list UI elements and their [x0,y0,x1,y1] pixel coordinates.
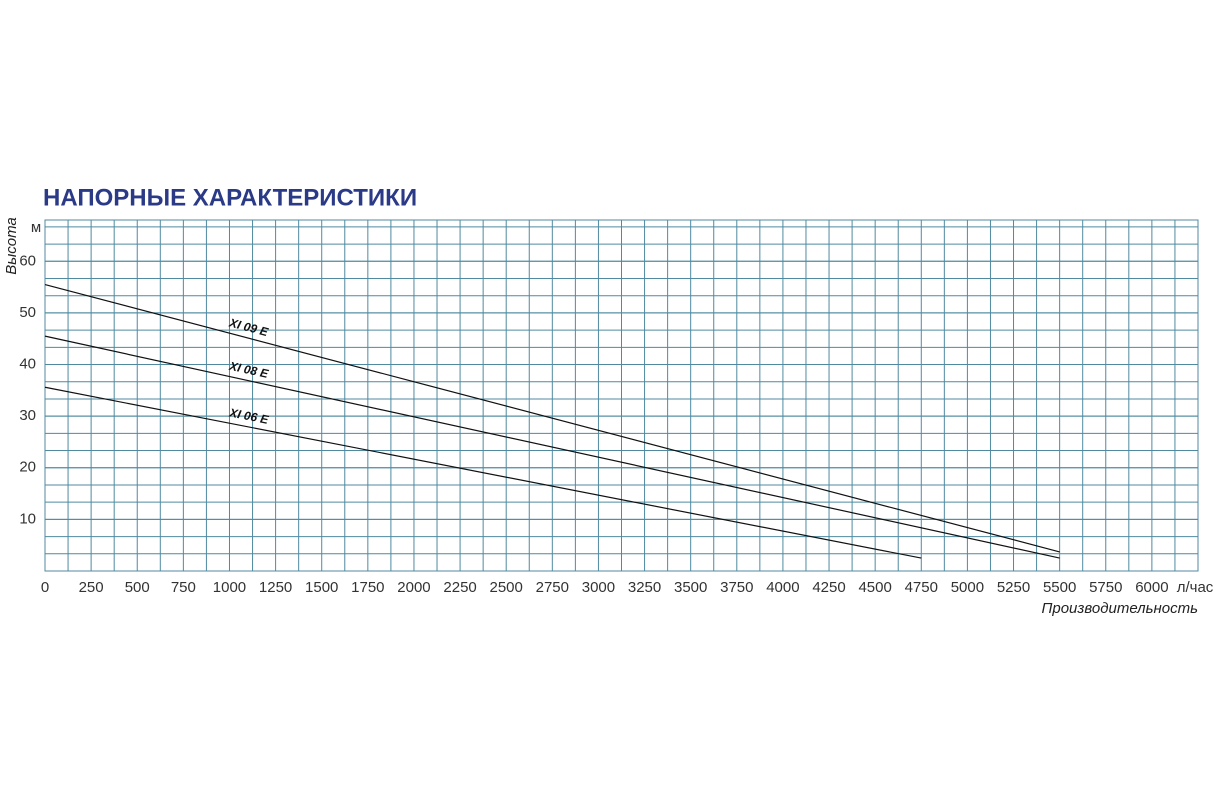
x-tick-label: 3250 [628,579,661,596]
y-unit: м [31,219,41,236]
series-line [44,283,1060,553]
x-tick-label: 5500 [1043,579,1076,596]
x-tick-label: 250 [79,579,104,596]
x-unit: л/час [1177,579,1214,596]
y-tick-label: 60 [19,252,36,269]
x-tick-label: 4000 [766,579,799,596]
x-tick-label: 3500 [674,579,707,596]
x-tick-label: 4500 [858,579,891,596]
chart-title: НАПОРНЫЕ ХАРАКТЕРИСТИКИ [43,184,417,211]
x-tick-label: 0 [41,579,49,596]
series-label: XI 09 E [227,315,271,339]
x-tick-label: 500 [125,579,150,596]
x-tick-label: 4750 [905,579,938,596]
x-tick-label: 1500 [305,579,338,596]
series-line [44,335,1060,559]
x-tick-label: 6000 [1135,579,1168,596]
series-line [44,386,922,559]
y-axis-label: Высота [3,217,20,275]
x-tick-label: 5000 [951,579,984,596]
x-tick-label: 3750 [720,579,753,596]
x-axis-label: Производительность [1041,600,1198,617]
x-tick-label: 5250 [997,579,1030,596]
y-tick-label: 10 [19,510,36,527]
x-tick-label: 4250 [812,579,845,596]
y-tick-label: 40 [19,355,36,372]
y-tick-label: 30 [19,407,36,424]
y-tick-label: 50 [19,304,36,321]
x-tick-label: 1250 [259,579,292,596]
x-tick-label: 2750 [536,579,569,596]
x-tick-label: 2000 [397,579,430,596]
x-tick-label: 2250 [443,579,476,596]
x-tick-label: 2500 [490,579,523,596]
x-tick-label: 750 [171,579,196,596]
x-tick-label: 3000 [582,579,615,596]
x-tick-label: 1750 [351,579,384,596]
y-tick-label: 20 [19,459,36,476]
x-tick-label: 1000 [213,579,246,596]
x-tick-label: 5750 [1089,579,1122,596]
